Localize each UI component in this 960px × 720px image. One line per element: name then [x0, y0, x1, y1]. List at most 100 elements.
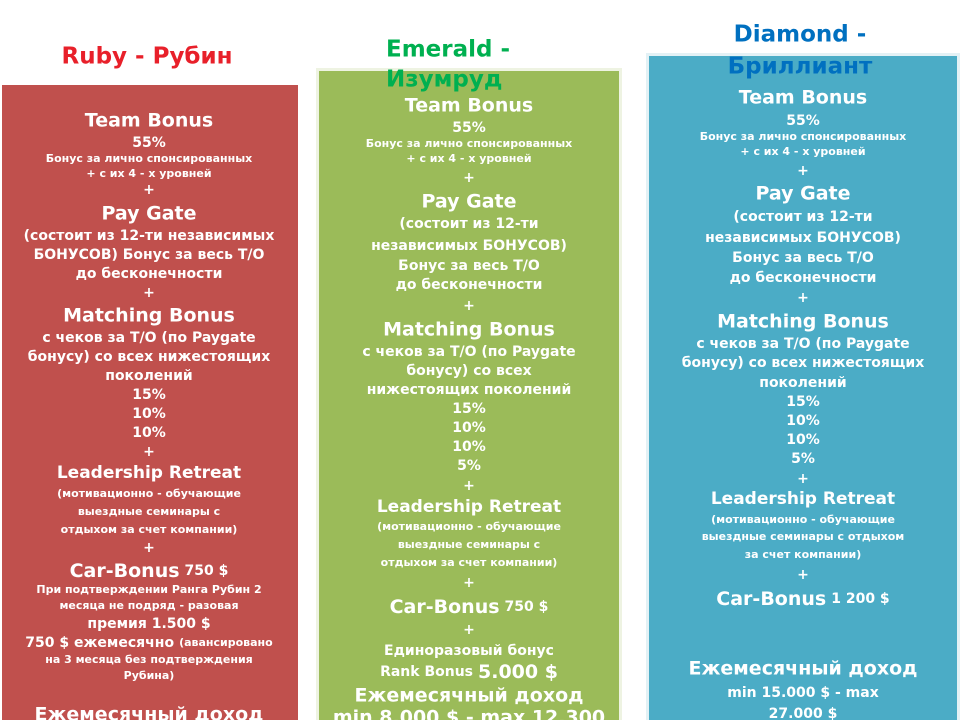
text-line: бонусу) со всех — [406, 363, 531, 379]
text-line: Leadership Retreat — [711, 489, 895, 509]
text-line: 55% — [452, 120, 486, 136]
text-line: 10% — [132, 425, 166, 441]
text-line: Рубина) — [124, 669, 175, 682]
text-line: выездные семинары с отдыхом — [702, 530, 905, 543]
text-line: бонусу) со всех нижестоящих — [28, 349, 270, 365]
text-line: независимых БОНУСОВ) — [705, 230, 901, 246]
text-line: При подтверждении Ранга Рубин 2 — [36, 583, 261, 596]
text-line: выездные семинары с — [78, 505, 220, 518]
column-title: Бриллиант — [728, 54, 873, 80]
text-part: Car-Bonus — [716, 588, 826, 610]
text-line: Ежемесячный доход — [689, 658, 918, 680]
text-line: (состоит из 12-ти независимых — [24, 228, 275, 244]
text-line: отдыхом за счет компании) — [381, 556, 558, 569]
column-title: Diamond - — [734, 22, 867, 48]
text-line: нижестоящих поколений — [367, 382, 572, 398]
text-line: поколений — [105, 368, 192, 384]
text-line: + — [463, 622, 475, 638]
text-line: min 8.000 $ - max 12.300 — [333, 707, 605, 720]
text-part: Rank Bonus — [380, 664, 473, 680]
text-line: 10% — [786, 432, 820, 448]
text-line: независимых БОНУСОВ) — [371, 238, 567, 254]
text-line: 55% — [132, 135, 166, 151]
text-line: Rank Bonus 5.000 $ — [380, 661, 558, 683]
text-part: (авансировано — [179, 636, 273, 649]
text-line: Pay Gate — [101, 203, 196, 225]
text-line: (состоит из 12-ти — [733, 209, 872, 225]
column-title: Emerald - — [386, 37, 510, 63]
text-line: 10% — [452, 439, 486, 455]
text-line: + с их 4 - х уровней — [86, 167, 211, 180]
text-line: с чеков за Т/О (по Paygate — [362, 344, 575, 360]
text-line: 10% — [786, 413, 820, 429]
text-line: Team Bonus — [739, 87, 867, 109]
text-line: отдыхом за счет компании) — [61, 523, 238, 536]
text-line: + — [463, 575, 475, 591]
text-line: Ежемесячный доход — [355, 685, 584, 707]
text-part: 750 $ ежемесячно — [25, 635, 174, 651]
text-line: Team Bonus — [405, 95, 533, 117]
text-line: Car-Bonus 1 200 $ — [716, 588, 889, 610]
text-line: поколений — [759, 375, 846, 391]
text-line: месяца не подряд - разовая — [59, 599, 238, 612]
text-line: премия 1.500 $ — [87, 616, 210, 632]
text-part: Car-Bonus — [390, 596, 500, 618]
text-line: Бонус за весь Т/О — [398, 258, 540, 274]
text-line: до бесконечности — [396, 277, 543, 293]
text-line: (мотивационно - обучающие — [57, 487, 241, 500]
text-line: + — [143, 540, 155, 556]
text-line: (мотивационно - обучающие — [711, 513, 895, 526]
text-line: + — [463, 170, 475, 186]
text-line: Бонус за лично спонсированных — [46, 152, 253, 165]
text-line: 5% — [457, 458, 481, 474]
text-line: Team Bonus — [85, 110, 213, 132]
text-part: 5.000 $ — [478, 661, 558, 683]
text-line: + — [463, 478, 475, 494]
text-line: + — [797, 471, 809, 487]
text-line: 27.000 $ — [769, 706, 838, 720]
text-line: на 3 месяца без подтверждения — [45, 653, 253, 666]
column-title: Изумруд — [386, 67, 502, 93]
ruby-panel — [2, 85, 298, 720]
diamond-panel — [649, 56, 957, 720]
text-line: Matching Bonus — [383, 319, 555, 341]
text-line: Leadership Retreat — [377, 497, 561, 517]
text-line: 5% — [791, 451, 815, 467]
text-line: Бонус за весь Т/О — [732, 250, 874, 266]
text-part: 750 $ — [505, 599, 549, 615]
text-part: 1 200 $ — [831, 591, 889, 607]
text-line: БОНУСОВ) Бонус за весь Т/О — [34, 247, 265, 263]
text-line: Pay Gate — [755, 183, 850, 205]
text-line: 750 $ ежемесячно (авансировано — [25, 635, 273, 651]
text-line: до бесконечности — [76, 266, 223, 282]
text-line: 15% — [786, 394, 820, 410]
text-part: Car-Bonus — [70, 560, 180, 582]
text-line: Бонус за лично спонсированных — [366, 137, 573, 150]
text-line: + — [797, 567, 809, 583]
text-line: до бесконечности — [730, 270, 877, 286]
text-line: + — [797, 163, 809, 179]
text-line: + — [143, 182, 155, 198]
text-line: с чеков за Т/О (по Paygate — [42, 330, 255, 346]
text-line: + — [143, 444, 155, 460]
text-line: 55% — [786, 113, 820, 129]
emerald-panel — [319, 71, 619, 720]
text-line: Car-Bonus 750 $ — [70, 560, 229, 582]
text-line: бонусу) со всех нижестоящих — [682, 355, 924, 371]
text-line: + — [463, 298, 475, 314]
text-line: Car-Bonus 750 $ — [390, 596, 549, 618]
text-line: + с их 4 - х уровней — [740, 145, 865, 158]
text-line: Ежемесячный доход — [35, 704, 264, 720]
text-line: за счет компании) — [745, 548, 861, 561]
column-title: Ruby - Рубин — [61, 44, 232, 70]
text-line: Единоразовый бонус — [384, 643, 554, 659]
text-line: 10% — [132, 406, 166, 422]
text-line: 10% — [452, 420, 486, 436]
text-line: (мотивационно - обучающие — [377, 520, 561, 533]
text-line: + с их 4 - х уровней — [406, 152, 531, 165]
text-line: + — [797, 290, 809, 306]
text-line: 15% — [132, 387, 166, 403]
text-line: 15% — [452, 401, 486, 417]
text-line: + — [143, 285, 155, 301]
